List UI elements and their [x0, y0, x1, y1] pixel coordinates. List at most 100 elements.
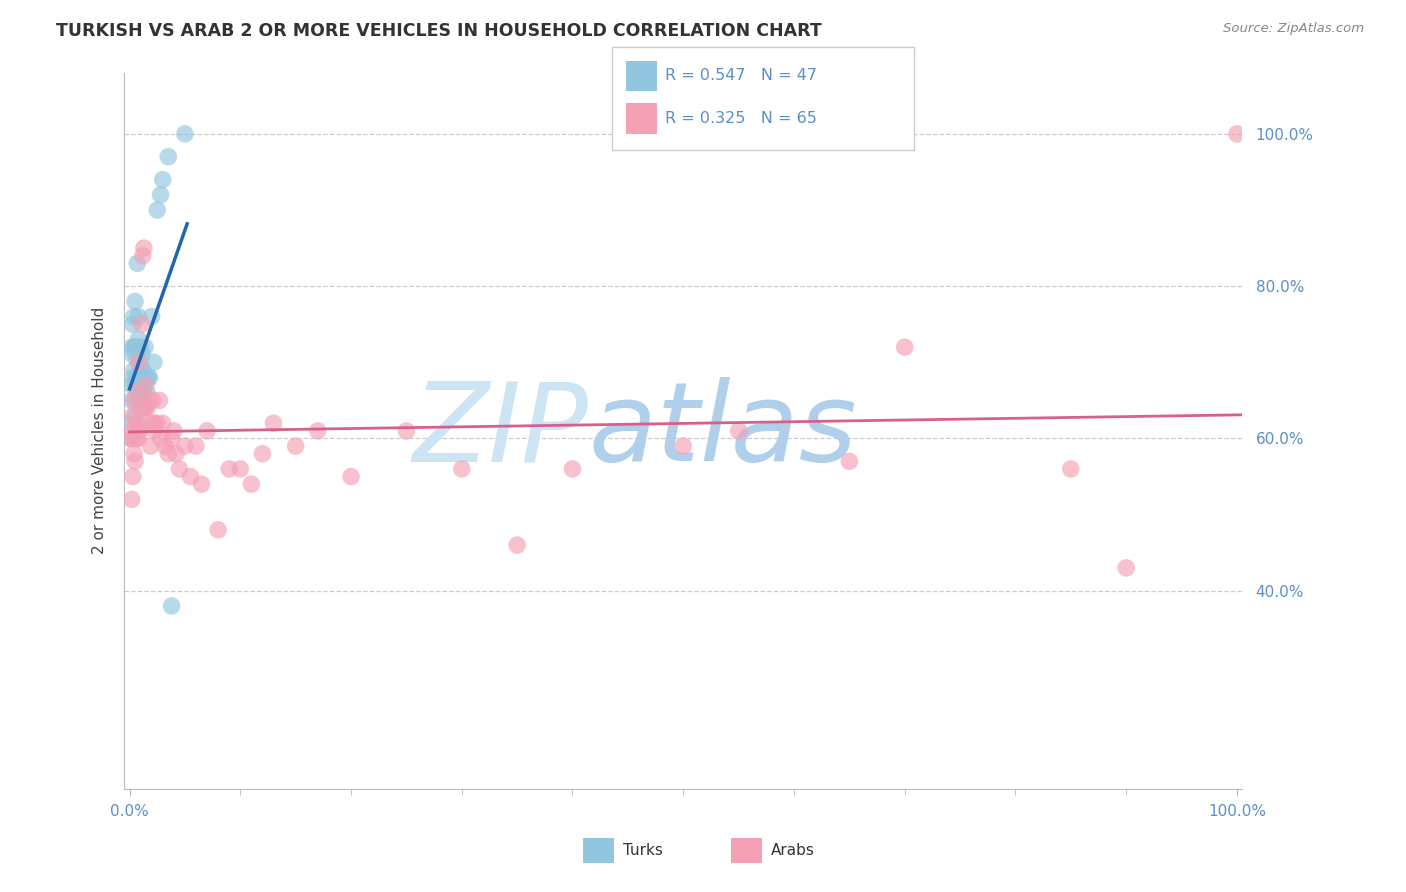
Point [121, 424, 143, 438]
Point [138, 370, 160, 384]
Point [307, 424, 329, 438]
Point [561, 462, 583, 476]
Point [127, 370, 149, 384]
Point [148, 393, 170, 408]
Text: ZIP: ZIP [412, 377, 588, 484]
Point [252, 447, 274, 461]
Point [125, 370, 148, 384]
Text: Source: ZipAtlas.com: Source: ZipAtlas.com [1223, 22, 1364, 36]
Point [340, 469, 363, 483]
Point [152, 416, 174, 430]
Point [165, 447, 187, 461]
Point [132, 363, 155, 377]
Point [149, 432, 172, 446]
Point [120, 432, 142, 446]
Point [136, 385, 159, 400]
Point [672, 439, 695, 453]
Point [141, 310, 163, 324]
Point [142, 393, 165, 408]
Point [134, 401, 156, 415]
Point [218, 462, 240, 476]
Point [124, 340, 146, 354]
Point [132, 385, 155, 400]
Point [122, 340, 145, 354]
Point [1115, 561, 1137, 575]
Point [263, 416, 285, 430]
Point [121, 318, 143, 332]
Point [195, 424, 218, 438]
Point [146, 202, 169, 217]
Point [142, 355, 165, 369]
Point [127, 333, 149, 347]
Point [153, 439, 176, 453]
Point [125, 432, 148, 446]
Point [128, 355, 150, 369]
Point [893, 340, 915, 354]
Point [139, 439, 162, 453]
Point [128, 424, 150, 438]
Point [132, 378, 155, 392]
Point [142, 416, 165, 430]
Point [121, 492, 143, 507]
Point [127, 385, 149, 400]
Point [125, 348, 148, 362]
Point [127, 424, 149, 438]
Point [727, 424, 749, 438]
Point [122, 447, 145, 461]
Point [128, 416, 150, 430]
Point [121, 378, 143, 392]
Point [124, 454, 146, 468]
Point [450, 462, 472, 476]
Point [141, 416, 163, 430]
Point [127, 310, 149, 324]
Point [134, 340, 156, 354]
Point [127, 256, 149, 270]
Point [143, 424, 166, 438]
Point [160, 599, 183, 613]
Point [174, 439, 197, 453]
Point [190, 477, 212, 491]
Point [124, 294, 146, 309]
Point [125, 393, 148, 408]
Point [163, 424, 186, 438]
Text: TURKISH VS ARAB 2 OR MORE VEHICLES IN HOUSEHOLD CORRELATION CHART: TURKISH VS ARAB 2 OR MORE VEHICLES IN HO… [56, 22, 823, 40]
Point [395, 424, 418, 438]
Point [127, 340, 149, 354]
Point [122, 363, 145, 377]
Point [174, 127, 197, 141]
Point [207, 523, 229, 537]
Point [138, 393, 160, 408]
Point [124, 409, 146, 423]
Point [132, 401, 155, 415]
Point [135, 370, 157, 384]
Point [129, 363, 152, 377]
Point [132, 241, 155, 255]
Point [122, 393, 145, 408]
Point [121, 348, 143, 362]
Text: R = 0.325   N = 65: R = 0.325 N = 65 [665, 112, 817, 126]
Point [131, 318, 153, 332]
Point [146, 416, 169, 430]
Point [157, 447, 180, 461]
Point [120, 416, 142, 430]
Point [160, 432, 183, 446]
Point [179, 469, 201, 483]
Point [240, 477, 263, 491]
Point [169, 462, 191, 476]
Point [184, 439, 207, 453]
Point [284, 439, 307, 453]
Point [127, 355, 149, 369]
Text: Arabs: Arabs [770, 844, 814, 858]
Point [129, 393, 152, 408]
Point [229, 462, 252, 476]
Point [129, 401, 152, 415]
Point [121, 370, 143, 384]
Text: Turks: Turks [623, 844, 662, 858]
Point [121, 340, 143, 354]
Point [838, 454, 860, 468]
Point [125, 416, 148, 430]
Point [1060, 462, 1083, 476]
Text: atlas: atlas [588, 377, 856, 484]
Text: R = 0.547   N = 47: R = 0.547 N = 47 [665, 69, 817, 83]
Point [135, 378, 157, 392]
